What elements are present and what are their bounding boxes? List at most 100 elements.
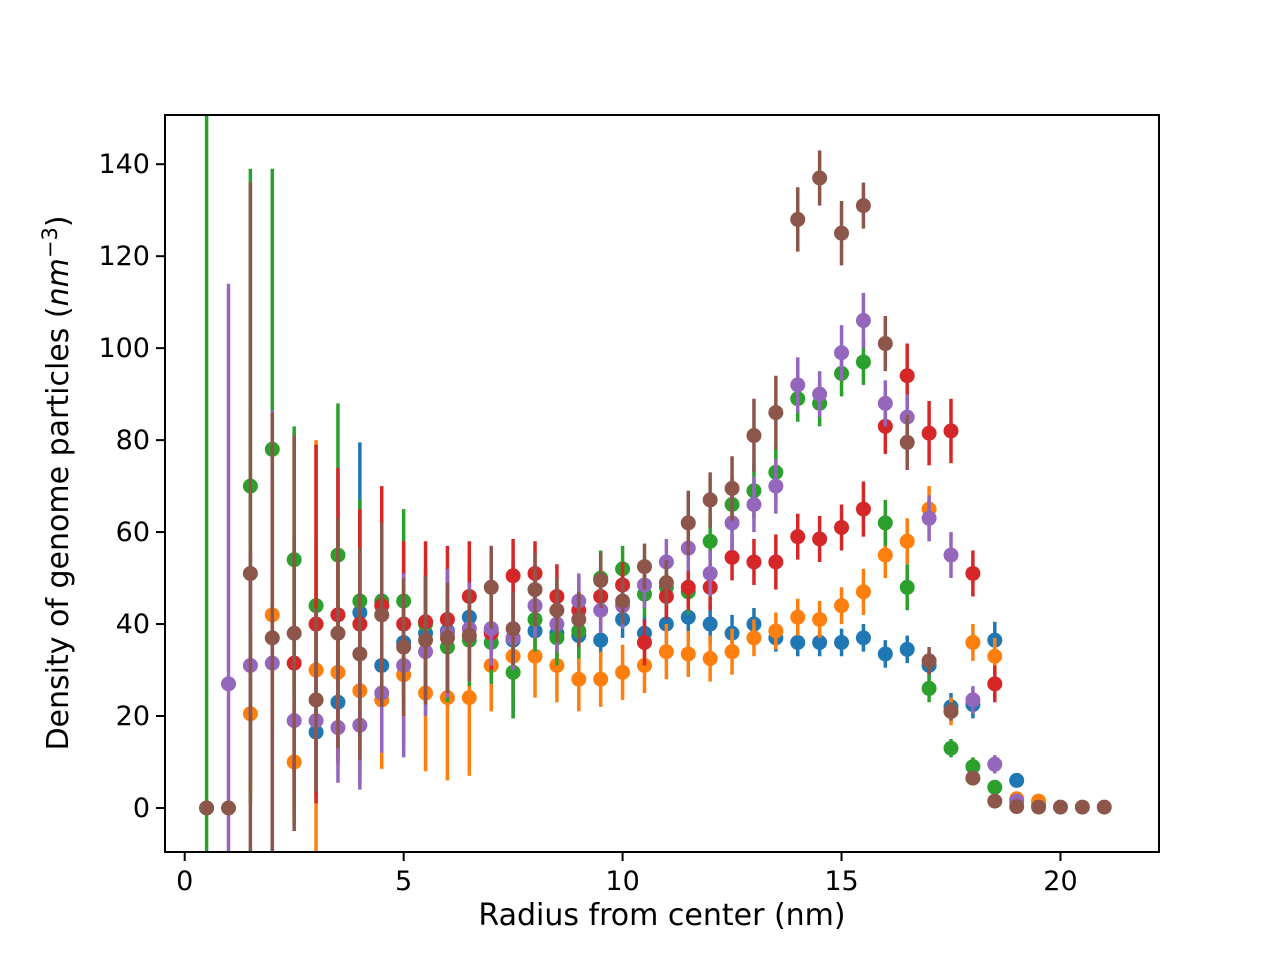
- data-point: [242, 565, 258, 581]
- data-point: [330, 625, 346, 641]
- data-point: [855, 198, 871, 214]
- data-point: [527, 648, 543, 664]
- data-point: [812, 170, 828, 186]
- data-point: [352, 646, 368, 662]
- data-point: [505, 568, 521, 584]
- data-point: [724, 549, 740, 565]
- data-point: [593, 602, 609, 618]
- data-point: [899, 434, 915, 450]
- data-point: [899, 579, 915, 595]
- x-tick-label: 20: [1043, 866, 1077, 897]
- data-point: [702, 533, 718, 549]
- data-point: [680, 609, 696, 625]
- data-point: [746, 428, 762, 444]
- data-point: [768, 478, 784, 494]
- data-point: [899, 368, 915, 384]
- y-axis-label: Density of genome particles (nm−3): [38, 215, 76, 750]
- y-axis-label-suffix: ): [41, 215, 76, 228]
- data-point: [790, 377, 806, 393]
- data-point: [768, 623, 784, 639]
- y-tick-label: 40: [116, 609, 150, 640]
- y-tick-label: 20: [116, 701, 150, 732]
- data-point: [702, 492, 718, 508]
- data-point: [834, 225, 850, 241]
- data-point: [615, 664, 631, 680]
- data-point: [439, 630, 455, 646]
- x-tick-label: 0: [176, 866, 193, 897]
- data-point: [921, 425, 937, 441]
- tick-labels-layer: 0 5 10 15 20 0 20 40 60 80 100 120 140: [98, 149, 1077, 897]
- data-point: [593, 572, 609, 588]
- data-point: [1096, 799, 1112, 815]
- data-point: [855, 630, 871, 646]
- data-point: [724, 515, 740, 531]
- data-point: [636, 634, 652, 650]
- data-point: [658, 644, 674, 660]
- x-tick-label: 10: [605, 866, 639, 897]
- data-point: [943, 703, 959, 719]
- y-axis-label-prefix: Density of genome particles (: [41, 306, 76, 751]
- data-point: [877, 336, 893, 352]
- data-point: [965, 634, 981, 650]
- data-point: [1052, 799, 1068, 815]
- data-point: [965, 759, 981, 775]
- data-point: [834, 598, 850, 614]
- data-point: [877, 646, 893, 662]
- ticks-layer: [156, 163, 1062, 861]
- data-point: [1009, 772, 1025, 788]
- data-point: [615, 593, 631, 609]
- data-point: [987, 648, 1003, 664]
- data-point: [834, 634, 850, 650]
- data-point: [461, 628, 477, 644]
- data-point: [877, 395, 893, 411]
- data-point: [593, 671, 609, 687]
- data-point: [1074, 799, 1090, 815]
- data-point: [571, 671, 587, 687]
- data-point: [220, 676, 236, 692]
- y-tick-label: 60: [116, 517, 150, 548]
- data-point: [527, 582, 543, 598]
- data-point: [899, 533, 915, 549]
- data-point: [220, 800, 236, 816]
- data-point: [877, 547, 893, 563]
- data-point: [899, 641, 915, 657]
- data-point: [461, 690, 477, 706]
- data-point: [834, 345, 850, 361]
- series-green: [199, 115, 1003, 852]
- data-point: [593, 632, 609, 648]
- data-point: [965, 770, 981, 786]
- data-point: [505, 664, 521, 680]
- data-point: [921, 653, 937, 669]
- data-point: [987, 779, 1003, 795]
- data-point: [746, 554, 762, 570]
- data-point: [834, 519, 850, 535]
- data-point: [790, 211, 806, 227]
- data-point: [702, 651, 718, 667]
- data-point: [680, 579, 696, 595]
- data-point: [987, 756, 1003, 772]
- data-point: [943, 740, 959, 756]
- data-point: [855, 584, 871, 600]
- data-point: [943, 547, 959, 563]
- data-point: [790, 529, 806, 545]
- data-point: [965, 692, 981, 708]
- data-point: [286, 625, 302, 641]
- data-point: [855, 313, 871, 329]
- data-point: [483, 579, 499, 595]
- data-point: [812, 386, 828, 402]
- data-point: [987, 676, 1003, 692]
- data-point: [746, 630, 762, 646]
- data-point: [702, 616, 718, 632]
- data-point: [921, 680, 937, 696]
- data-point: [1031, 799, 1047, 815]
- x-axis-label-text: Radius from center (nm): [478, 898, 846, 933]
- y-tick-label: 80: [116, 425, 150, 456]
- data-point: [571, 611, 587, 627]
- data-point: [965, 565, 981, 581]
- data-point: [987, 793, 1003, 809]
- data-point: [264, 630, 280, 646]
- y-axis-label-superscript: −3: [38, 227, 62, 259]
- data-point: [1009, 799, 1025, 815]
- data-point: [549, 602, 565, 618]
